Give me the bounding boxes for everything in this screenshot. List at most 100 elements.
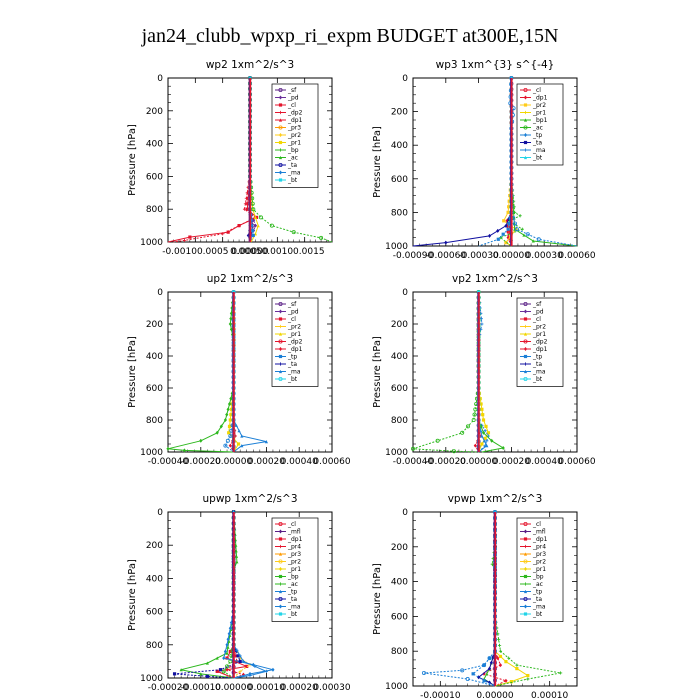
x-tick-label: 0.00010 — [531, 691, 568, 700]
legend-label: _ma — [532, 369, 546, 376]
y-tick-label: 600 — [146, 384, 163, 394]
panel-title: upwp 1xm^2/s^3 — [203, 493, 298, 505]
data-point — [278, 369, 283, 374]
data-point — [514, 227, 519, 232]
data-point — [479, 424, 483, 429]
data-point — [225, 642, 229, 647]
data-point — [264, 669, 268, 673]
data-point — [240, 444, 244, 448]
y-tick-label: 800 — [391, 208, 408, 218]
data-point — [531, 239, 535, 243]
y-tick-label: 0 — [157, 74, 163, 84]
data-point — [250, 228, 255, 233]
data-point — [278, 332, 283, 336]
data-point — [264, 440, 268, 444]
data-point — [410, 446, 415, 451]
data-point — [278, 362, 283, 366]
data-point — [278, 612, 283, 616]
y-tick-label: 0 — [402, 508, 408, 518]
data-point — [245, 664, 249, 668]
data-point — [523, 574, 528, 579]
data-point — [242, 207, 247, 211]
x-tick-label: 0.00000 — [460, 457, 497, 467]
data-point — [253, 215, 258, 219]
data-point — [179, 668, 183, 672]
legend-entry: _ma — [520, 604, 546, 611]
data-point — [229, 407, 234, 411]
x-tick-label: -0.00010 — [420, 691, 461, 700]
legend-label: _ta — [532, 361, 542, 368]
legend-entry: _bp1 — [520, 117, 548, 124]
legend-entry: _dp1 — [520, 95, 548, 102]
legend-label: _bt — [532, 155, 543, 162]
legend-label: _ac — [287, 581, 298, 588]
x-tick-label: -0.00040 — [393, 457, 434, 467]
data-point — [225, 651, 229, 655]
data-point — [278, 125, 283, 130]
y-tick-label: 200 — [146, 320, 163, 330]
legend-label: _ma — [532, 604, 546, 611]
x-tick-label: 0.00000 — [476, 691, 513, 700]
data-point — [498, 654, 503, 659]
legend-label: _ta — [287, 162, 297, 169]
y-axis-label: Pressure [hPa] — [127, 559, 138, 631]
x-tick-label: -0.00020 — [426, 457, 467, 467]
data-point — [559, 671, 563, 675]
data-point — [498, 649, 503, 653]
legend-entry: _bt — [275, 177, 298, 184]
legend-entry: _cl — [520, 521, 541, 528]
x-tick-label: 0.00000 — [493, 251, 530, 261]
data-point — [523, 133, 528, 137]
legend-entry: _cl — [520, 87, 541, 94]
data-point — [245, 191, 249, 195]
data-point — [226, 645, 230, 649]
panel-title: wp2 1xm^2/s^3 — [206, 59, 294, 71]
legend-label: _ac — [287, 155, 298, 162]
y-tick-label: 600 — [146, 172, 163, 182]
data-point — [515, 663, 519, 667]
legend-entry: _ta — [275, 162, 297, 169]
data-point — [485, 444, 489, 448]
panel-3: up2 1xm^2/s^3 0 200 400 600 800 1000 Pressure [… — [127, 273, 351, 467]
series-line — [233, 512, 268, 679]
x-tick-label: -0.00040 — [148, 457, 189, 467]
data-point — [256, 224, 260, 228]
legend-label: _cl — [532, 521, 541, 528]
x-tick-label: 0.00000 — [215, 683, 252, 693]
legend-label: _pr4 — [532, 544, 546, 551]
legend-label: _ta — [287, 596, 297, 603]
y-tick-label: 800 — [146, 416, 163, 426]
y-tick-label: 1000 — [140, 448, 163, 458]
data-point — [278, 559, 283, 564]
data-point — [234, 423, 238, 427]
legend-label: _mfl — [532, 529, 546, 536]
legend-entry: _tp — [520, 132, 542, 139]
data-point — [278, 155, 283, 160]
legend-entry: _ma — [520, 369, 546, 376]
legend-entry: _pr1 — [520, 331, 546, 338]
data-point — [199, 438, 203, 443]
data-point — [487, 666, 492, 671]
legend-label: _pr3 — [287, 125, 301, 132]
data-point — [486, 431, 491, 435]
series-tp — [421, 509, 497, 687]
data-point — [278, 522, 283, 527]
figure-title: jan24_clubb_wpxp_ri_expm BUDGET at300E,1… — [141, 25, 559, 47]
panel-4: vp2 1xm^2/s^3 0 200 400 600 800 1000 Pressure [… — [372, 273, 596, 467]
data-point — [526, 677, 530, 681]
legend-label: _ma — [287, 170, 301, 177]
legend-label: _ma — [287, 369, 301, 376]
legend-entry: _dp1 — [275, 346, 303, 353]
legend-label: _bp1 — [532, 117, 548, 124]
data-point — [205, 674, 209, 678]
data-point — [278, 133, 283, 137]
legend-entry: _tp — [520, 589, 542, 596]
data-point — [480, 434, 484, 438]
data-point — [509, 680, 513, 684]
data-point — [238, 669, 242, 673]
legend-entry: _pr3 — [275, 551, 301, 558]
data-point — [228, 418, 232, 422]
data-point — [235, 560, 239, 564]
data-point — [523, 88, 528, 93]
data-point — [518, 214, 522, 218]
